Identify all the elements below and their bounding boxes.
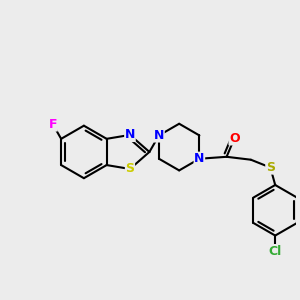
Text: S: S [125, 163, 134, 176]
Text: N: N [125, 128, 135, 141]
Text: S: S [266, 161, 275, 174]
Text: Cl: Cl [268, 244, 282, 258]
Text: N: N [194, 152, 205, 165]
Text: O: O [229, 132, 240, 145]
Text: N: N [154, 129, 164, 142]
Text: F: F [49, 118, 57, 131]
